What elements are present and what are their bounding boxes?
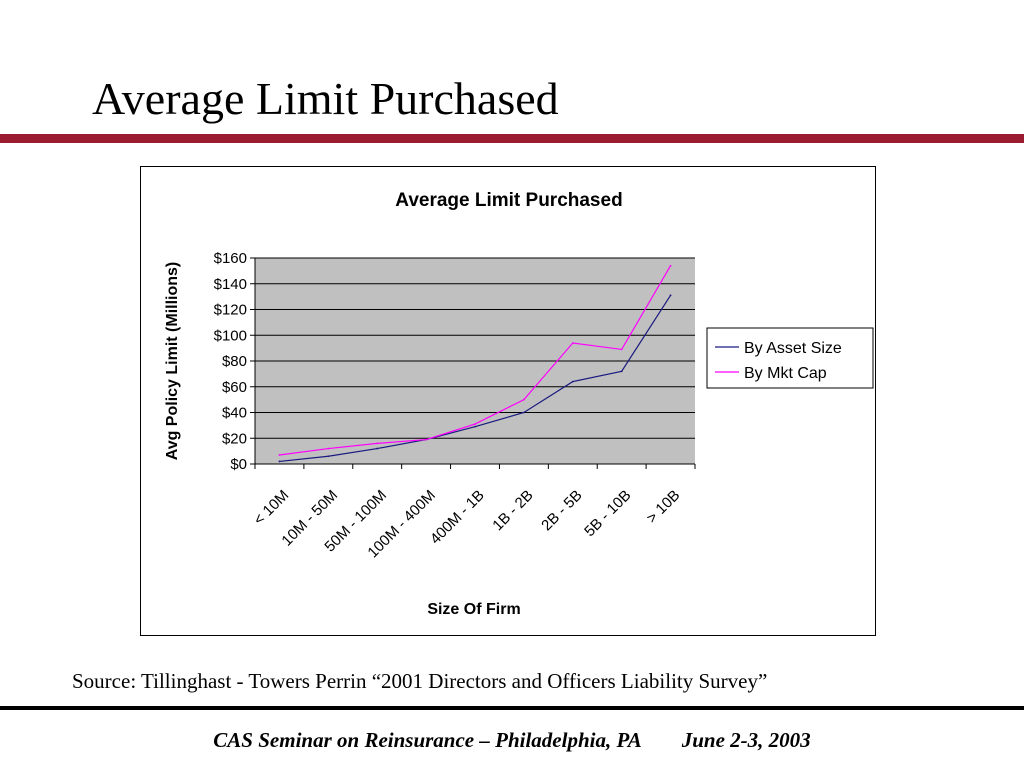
slide-title: Average Limit Purchased <box>92 73 559 124</box>
footer: CAS Seminar on Reinsurance – Philadelphi… <box>0 728 1024 753</box>
y-tick-label: $0 <box>230 456 247 473</box>
x-tick-label: > 10B <box>643 487 683 527</box>
data-point-by-mkt-cap <box>474 423 476 425</box>
y-tick-label: $140 <box>214 276 247 293</box>
chart-legend: By Asset Size By Mkt Cap <box>706 327 874 389</box>
y-tick-label: $160 <box>214 250 247 267</box>
data-point-by-mkt-cap <box>278 454 281 456</box>
y-tick-label: $60 <box>222 379 247 396</box>
line-chart: Average Limit Purchased $0 $20 $40 $60 $80 $1… <box>164 190 874 618</box>
y-axis-title: Avg Policy Limit (Millions) <box>164 262 181 461</box>
legend-box <box>706 327 874 389</box>
data-point-by-asset-size <box>327 455 330 458</box>
chart-container: Average Limit Purchased $0 $20 $40 $60 $80 $1… <box>140 166 876 636</box>
y-tick-label: $80 <box>222 353 247 370</box>
data-point-by-mkt-cap <box>425 438 428 441</box>
x-tick-label: 5B - 10B <box>581 487 634 540</box>
data-point-by-asset-size <box>620 370 623 373</box>
x-tick-label: 2B - 5B <box>538 487 585 534</box>
data-point-by-asset-size <box>669 294 672 297</box>
legend-label: By Mkt Cap <box>744 365 827 382</box>
y-tick-label: $40 <box>222 405 247 422</box>
y-tick-label: $120 <box>214 302 247 319</box>
data-point-by-mkt-cap <box>327 447 330 450</box>
data-point-by-mkt-cap <box>376 442 379 445</box>
data-point-by-mkt-cap <box>620 348 623 351</box>
title-divider <box>0 134 1024 143</box>
footer-event: CAS Seminar on Reinsurance – Philadelphi… <box>213 728 642 752</box>
data-point-by-mkt-cap <box>669 264 672 267</box>
data-point-by-asset-size <box>522 411 525 414</box>
x-tick-label: 1B - 2B <box>489 487 536 534</box>
source-citation: Source: Tillinghast - Towers Perrin “200… <box>72 669 768 693</box>
data-point-by-mkt-cap <box>522 398 525 401</box>
x-tick-label: < 10M <box>250 487 292 529</box>
data-point-by-asset-size <box>571 380 574 383</box>
footer-divider <box>0 706 1024 710</box>
legend-label: By Asset Size <box>744 340 842 357</box>
footer-date: June 2-3, 2003 <box>681 728 811 752</box>
data-point-by-asset-size <box>474 425 476 428</box>
data-point-by-asset-size <box>278 460 281 463</box>
y-tick-label: $20 <box>222 430 247 447</box>
data-point-by-mkt-cap <box>571 342 574 344</box>
y-tick-label: $100 <box>214 327 247 344</box>
chart-title: Average Limit Purchased <box>395 190 622 211</box>
x-axis-title: Size Of Firm <box>427 601 520 618</box>
data-point-by-asset-size <box>376 447 379 450</box>
